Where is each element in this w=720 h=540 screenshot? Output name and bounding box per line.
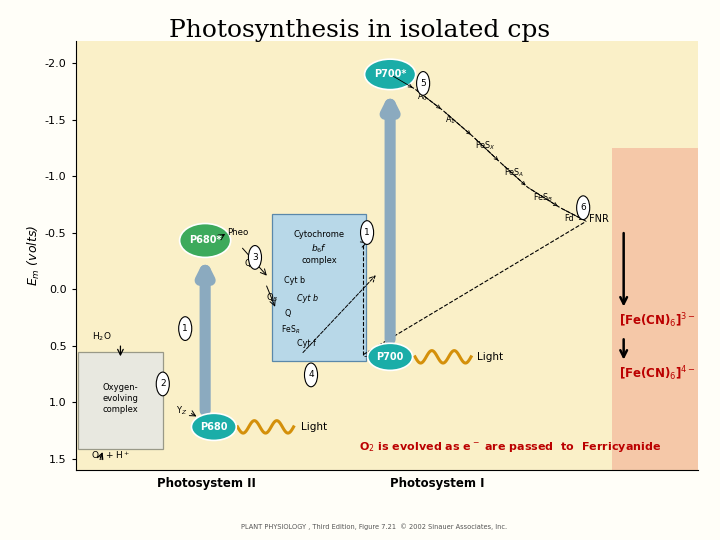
Text: PLANT PHYSIOLOGY , Third Edition, Figure 7.21  © 2002 Sinauer Associates, Inc.: PLANT PHYSIOLOGY , Third Edition, Figure… bbox=[241, 523, 508, 530]
Ellipse shape bbox=[192, 413, 236, 441]
Text: 1: 1 bbox=[364, 228, 370, 237]
Text: 4: 4 bbox=[308, 370, 314, 380]
Text: Pheo: Pheo bbox=[228, 228, 249, 237]
Text: Cytochrome: Cytochrome bbox=[294, 231, 345, 239]
Text: Fd: Fd bbox=[564, 214, 574, 224]
Text: [Fe(CN)$_6$]$^{3-}$: [Fe(CN)$_6$]$^{3-}$ bbox=[618, 312, 696, 330]
FancyBboxPatch shape bbox=[272, 214, 366, 361]
Text: P700: P700 bbox=[377, 352, 404, 362]
Circle shape bbox=[577, 196, 590, 220]
Ellipse shape bbox=[179, 224, 230, 258]
Ellipse shape bbox=[368, 343, 413, 370]
Text: →PC→: →PC→ bbox=[364, 352, 388, 361]
Text: Light: Light bbox=[301, 422, 327, 432]
Circle shape bbox=[156, 372, 169, 396]
Text: Oxygen-
evolving
complex: Oxygen- evolving complex bbox=[102, 383, 138, 414]
Text: O$_2$ is evolved as e$^-$ are passed  to  Ferricyanide: O$_2$ is evolved as e$^-$ are passed to … bbox=[359, 440, 661, 454]
Text: complex: complex bbox=[301, 256, 337, 265]
Text: P700*: P700* bbox=[374, 70, 406, 79]
Text: 2: 2 bbox=[160, 380, 166, 388]
Text: 1: 1 bbox=[182, 324, 188, 333]
Text: P680*: P680* bbox=[189, 235, 221, 246]
Text: FeS$_R$: FeS$_R$ bbox=[281, 323, 300, 336]
FancyBboxPatch shape bbox=[613, 148, 701, 470]
Text: Light: Light bbox=[477, 352, 503, 362]
Text: Photosystem I: Photosystem I bbox=[390, 477, 484, 490]
Circle shape bbox=[248, 246, 261, 269]
Text: Photosynthesis in isolated cps: Photosynthesis in isolated cps bbox=[169, 19, 551, 42]
Text: Cyt b: Cyt b bbox=[284, 275, 305, 285]
Text: Cyt f: Cyt f bbox=[297, 339, 315, 348]
Text: $b_6f$: $b_6f$ bbox=[311, 242, 328, 255]
Text: 3: 3 bbox=[252, 253, 258, 262]
Text: FeS$_X$: FeS$_X$ bbox=[475, 139, 496, 152]
Text: P680: P680 bbox=[200, 422, 228, 432]
Circle shape bbox=[179, 317, 192, 340]
Text: Q$_A$: Q$_A$ bbox=[244, 258, 256, 271]
Circle shape bbox=[417, 72, 430, 95]
Ellipse shape bbox=[364, 59, 415, 90]
Text: [Fe(CN)$_6$]$^{4-}$: [Fe(CN)$_6$]$^{4-}$ bbox=[618, 364, 696, 383]
Text: Q$_B$: Q$_B$ bbox=[266, 292, 278, 305]
Text: A$_1$: A$_1$ bbox=[445, 113, 456, 126]
Text: Q: Q bbox=[284, 309, 291, 319]
Text: Y$_Z$: Y$_Z$ bbox=[176, 405, 187, 417]
Text: A$_0$: A$_0$ bbox=[417, 91, 428, 103]
Circle shape bbox=[361, 221, 374, 245]
Y-axis label: $E_m$ (volts): $E_m$ (volts) bbox=[26, 225, 42, 286]
Circle shape bbox=[305, 363, 318, 387]
Text: O$_2$ + H$^+$: O$_2$ + H$^+$ bbox=[91, 450, 130, 463]
Text: FNR: FNR bbox=[590, 214, 609, 224]
Text: FeS$_B$: FeS$_B$ bbox=[533, 191, 553, 204]
Text: 5: 5 bbox=[420, 79, 426, 88]
Text: 6: 6 bbox=[580, 203, 586, 212]
Text: Cyt b: Cyt b bbox=[297, 294, 318, 302]
Text: Photosystem II: Photosystem II bbox=[157, 477, 256, 490]
Text: FeS$_A$: FeS$_A$ bbox=[504, 166, 524, 179]
Text: H$_2$O: H$_2$O bbox=[92, 330, 112, 343]
FancyBboxPatch shape bbox=[78, 352, 163, 449]
